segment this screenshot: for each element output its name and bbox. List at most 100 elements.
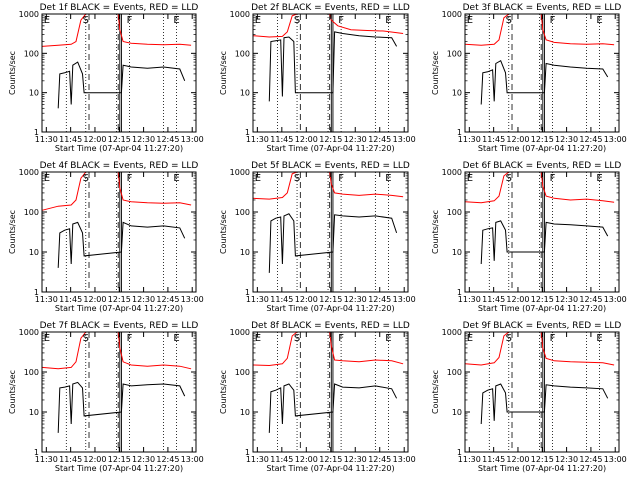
segment-marker: E bbox=[173, 173, 179, 184]
segment-marker: S bbox=[506, 173, 512, 184]
x-tick-label: 12:00 bbox=[506, 455, 529, 464]
y-tick-label: 1 bbox=[34, 288, 39, 297]
x-tick-label: 13:00 bbox=[604, 295, 627, 304]
panel-title: Det 4f BLACK = Events, RED = LLD bbox=[40, 161, 199, 171]
segment-marker: E bbox=[173, 15, 179, 26]
segment-marker: F bbox=[127, 15, 133, 26]
y-tick-label: 10 bbox=[452, 408, 462, 417]
segment-marker: E bbox=[255, 15, 261, 26]
y-tick-label: 100 bbox=[447, 368, 462, 377]
series-events bbox=[57, 61, 186, 109]
x-tick-label: 11:30 bbox=[246, 135, 269, 144]
series-events bbox=[480, 220, 609, 265]
segment-marker: F bbox=[550, 333, 556, 344]
y-tick-label: 10 bbox=[240, 248, 250, 257]
series-lld bbox=[41, 331, 192, 370]
x-tick-label: 13:00 bbox=[393, 455, 416, 464]
segment-marker: S bbox=[294, 333, 300, 344]
panel-title: Det 6f BLACK = Events, RED = LLD bbox=[463, 161, 622, 171]
x-tick-label: 12:15 bbox=[108, 455, 131, 464]
y-tick-label: 100 bbox=[24, 49, 39, 58]
x-tick-label: 12:30 bbox=[132, 135, 155, 144]
x-tick-label: 11:45 bbox=[482, 455, 505, 464]
x-tick-label: 13:00 bbox=[181, 455, 204, 464]
x-tick-label: 12:00 bbox=[506, 295, 529, 304]
panel-6: 1 10 100 1000 11:30 11:45 12:00 12:15 12:30 12:45… bbox=[431, 161, 627, 313]
y-axis-label: Counts/sec bbox=[431, 210, 440, 254]
y-tick-label: 1000 bbox=[230, 328, 250, 337]
series-events bbox=[480, 59, 609, 105]
y-axis-label: Counts/sec bbox=[8, 370, 17, 414]
x-tick-label: 12:00 bbox=[83, 295, 106, 304]
panel-1: 1 10 100 1000 11:30 11:45 12:00 12:15 12:30 12:45… bbox=[8, 3, 204, 153]
y-tick-label: 10 bbox=[29, 248, 39, 257]
x-tick-label: 12:45 bbox=[156, 295, 179, 304]
x-tick-label: 13:00 bbox=[604, 455, 627, 464]
x-tick-label: 12:15 bbox=[108, 135, 131, 144]
y-axis-label: Counts/sec bbox=[219, 51, 228, 95]
y-tick-label: 1000 bbox=[442, 168, 462, 177]
panel-title: Det 8f BLACK = Events, RED = LLD bbox=[251, 321, 410, 331]
segment-marker: S bbox=[294, 15, 300, 26]
segment-marker: F bbox=[127, 173, 133, 184]
x-tick-label: 11:45 bbox=[482, 295, 505, 304]
y-tick-label: 10 bbox=[29, 89, 39, 98]
series-events bbox=[57, 221, 186, 268]
panel-title: Det 3f BLACK = Events, RED = LLD bbox=[463, 3, 622, 13]
x-tick-label: 11:30 bbox=[458, 135, 481, 144]
x-tick-label: 12:30 bbox=[132, 455, 155, 464]
x-tick-label: 11:30 bbox=[458, 455, 481, 464]
x-tick-label: 11:45 bbox=[482, 135, 505, 144]
x-tick-label: 12:30 bbox=[344, 455, 367, 464]
x-tick-label: 11:30 bbox=[35, 135, 58, 144]
segment-marker: E bbox=[596, 173, 602, 184]
x-tick-label: 12:30 bbox=[344, 295, 367, 304]
segment-marker: E bbox=[255, 333, 261, 344]
y-tick-label: 1 bbox=[457, 448, 462, 457]
series-lld bbox=[252, 331, 404, 367]
x-tick-label: 12:30 bbox=[555, 455, 578, 464]
y-tick-label: 1 bbox=[245, 128, 250, 137]
x-axis-label: Start Time (07-Apr-04 11:27:20) bbox=[266, 304, 394, 313]
y-tick-label: 1000 bbox=[19, 168, 39, 177]
x-tick-label: 11:30 bbox=[35, 455, 58, 464]
x-axis-label: Start Time (07-Apr-04 11:27:20) bbox=[266, 144, 394, 153]
y-tick-label: 1 bbox=[245, 288, 250, 297]
series-lld bbox=[41, 171, 192, 211]
y-tick-label: 100 bbox=[447, 208, 462, 217]
y-tick-label: 1 bbox=[34, 448, 39, 457]
y-tick-label: 10 bbox=[29, 408, 39, 417]
y-tick-label: 1000 bbox=[442, 10, 462, 19]
x-tick-label: 12:30 bbox=[344, 135, 367, 144]
x-tick-label: 12:00 bbox=[295, 135, 318, 144]
segment-marker: E bbox=[385, 333, 391, 344]
y-tick-label: 100 bbox=[24, 208, 39, 217]
y-tick-label: 100 bbox=[235, 208, 250, 217]
x-tick-label: 12:45 bbox=[579, 135, 602, 144]
x-tick-label: 12:30 bbox=[555, 295, 578, 304]
segment-marker: E bbox=[44, 15, 50, 26]
panel-8: 1 10 100 1000 11:30 11:45 12:00 12:15 12:30 12:45… bbox=[219, 321, 416, 473]
segment-marker: F bbox=[338, 173, 344, 184]
y-tick-label: 1 bbox=[245, 448, 250, 457]
y-tick-label: 100 bbox=[235, 368, 250, 377]
x-tick-label: 12:00 bbox=[83, 135, 106, 144]
segment-marker: F bbox=[550, 15, 556, 26]
segment-marker: E bbox=[385, 15, 391, 26]
panel-title: Det 7f BLACK = Events, RED = LLD bbox=[40, 321, 199, 331]
series-lld bbox=[464, 13, 615, 46]
series-events bbox=[57, 381, 186, 433]
x-axis-label: Start Time (07-Apr-04 11:27:20) bbox=[55, 464, 183, 473]
panel-7: 1 10 100 1000 11:30 11:45 12:00 12:15 12:30 12:45… bbox=[8, 321, 204, 473]
segment-marker: S bbox=[83, 173, 89, 184]
segment-marker: E bbox=[255, 173, 261, 184]
segment-marker: E bbox=[467, 15, 473, 26]
y-axis-label: Counts/sec bbox=[431, 370, 440, 414]
segment-marker: S bbox=[506, 15, 512, 26]
panel-9: 1 10 100 1000 11:30 11:45 12:00 12:15 12:30 12:45… bbox=[431, 321, 627, 473]
y-tick-label: 100 bbox=[24, 368, 39, 377]
x-tick-label: 12:15 bbox=[108, 295, 131, 304]
x-tick-label: 12:30 bbox=[555, 135, 578, 144]
x-tick-label: 12:15 bbox=[531, 455, 554, 464]
x-tick-label: 12:45 bbox=[156, 455, 179, 464]
